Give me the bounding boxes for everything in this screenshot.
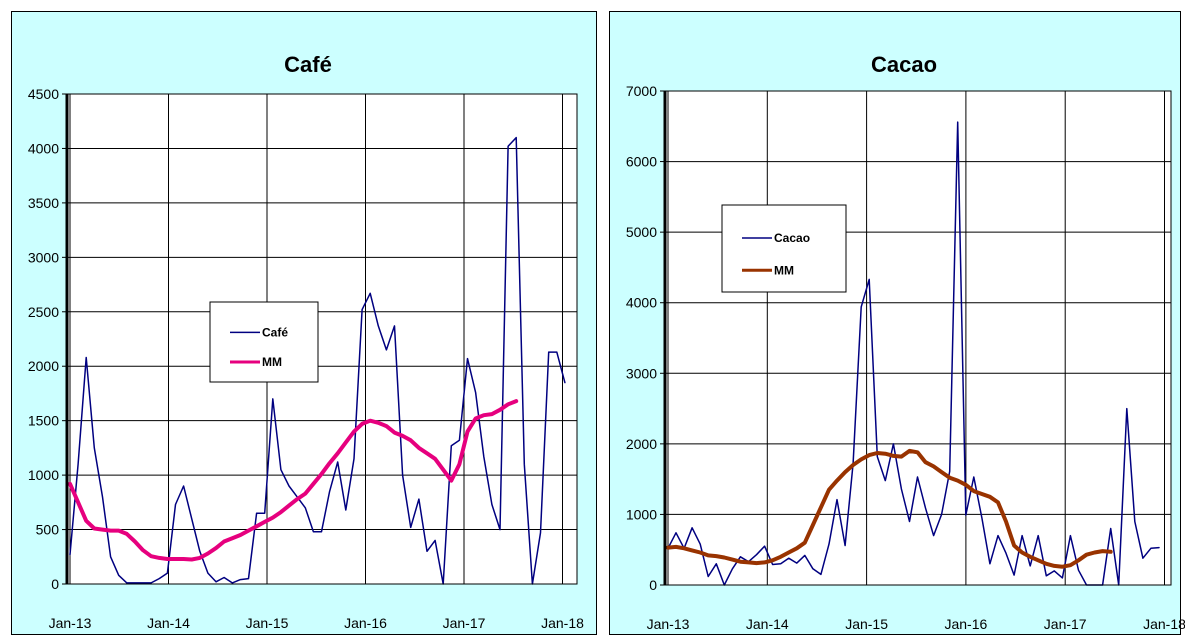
cacao-y-tick-label: 0 — [649, 577, 657, 593]
cacao-y-tick-label: 7000 — [626, 83, 657, 99]
cacao-x-tick-label: Jan-14 — [746, 616, 789, 632]
cacao-y-tick-label: 5000 — [626, 224, 657, 240]
cafe-legend: Café MM — [209, 301, 319, 383]
cafe-y-tick-label: 2500 — [28, 304, 59, 320]
cafe-y-tick-label: 3000 — [28, 249, 59, 265]
cacao-legend-label: Cacao — [774, 231, 810, 245]
cafe-y-tick-label: 0 — [51, 576, 59, 592]
cacao-legend: Cacao MM — [721, 204, 847, 293]
cacao-x-tick-label: Jan-15 — [845, 616, 888, 632]
cacao-y-tick-label: 3000 — [626, 365, 657, 381]
cafe-legend-label: MM — [262, 355, 282, 369]
cacao-y-tick-label: 2000 — [626, 436, 657, 452]
cafe-x-tick-label: Jan-15 — [246, 615, 289, 631]
cafe-x-tick-label: Jan-13 — [49, 615, 92, 631]
cacao-x-tick-label: Jan-16 — [944, 616, 987, 632]
cafe-legend-label: Café — [262, 325, 288, 339]
cacao-plot-area — [664, 90, 1172, 586]
cacao-series-mm-line — [666, 448, 1113, 569]
cacao-chart-title: Cacao — [871, 52, 937, 77]
cafe-series-mm-line — [68, 399, 519, 562]
cacao-chart-panel: 0 1000 2000 3000 4000 5000 6000 7000 Jan-13 Jan-1… — [609, 11, 1185, 635]
cafe-x-tick-label: Jan-16 — [344, 615, 387, 631]
cacao-y-tick-label: 1000 — [626, 506, 657, 522]
cafe-x-tick-label: Jan-14 — [147, 615, 190, 631]
cafe-x-tick-label: Jan-18 — [541, 615, 584, 631]
cafe-chart-title: Café — [284, 52, 332, 77]
cacao-legend-label: MM — [774, 263, 794, 277]
cacao-x-tick-label: Jan-18 — [1143, 616, 1185, 632]
cafe-y-tick-label: 1000 — [28, 467, 59, 483]
cacao-y-tick-label: 4000 — [626, 295, 657, 311]
cacao-y-tick-label: 6000 — [626, 154, 657, 170]
cacao-x-tick-label: Jan-13 — [647, 616, 690, 632]
cafe-y-tick-label: 4500 — [28, 86, 59, 102]
cafe-chart-panel: 0 500 1000 1500 2000 2500 3000 3500 4000 4500 Jan-… — [11, 11, 597, 635]
cafe-chart: 0 500 1000 1500 2000 2500 3000 3500 4000 4500 Jan-… — [28, 52, 584, 631]
cacao-x-tick-label: Jan-17 — [1044, 616, 1087, 632]
cafe-y-tick-label: 3500 — [28, 195, 59, 211]
cafe-legend-box — [209, 301, 319, 383]
cacao-legend-box — [721, 204, 847, 293]
cafe-series-caf--line — [69, 136, 566, 585]
cafe-x-tick-label: Jan-17 — [443, 615, 486, 631]
cafe-y-tick-label: 4000 — [28, 140, 59, 156]
cafe-y-tick-label: 1500 — [28, 413, 59, 429]
cacao-chart: 0 1000 2000 3000 4000 5000 6000 7000 Jan-13 Jan-1… — [626, 52, 1185, 632]
cafe-y-tick-label: 500 — [36, 522, 60, 538]
cafe-y-tick-label: 2000 — [28, 358, 59, 374]
